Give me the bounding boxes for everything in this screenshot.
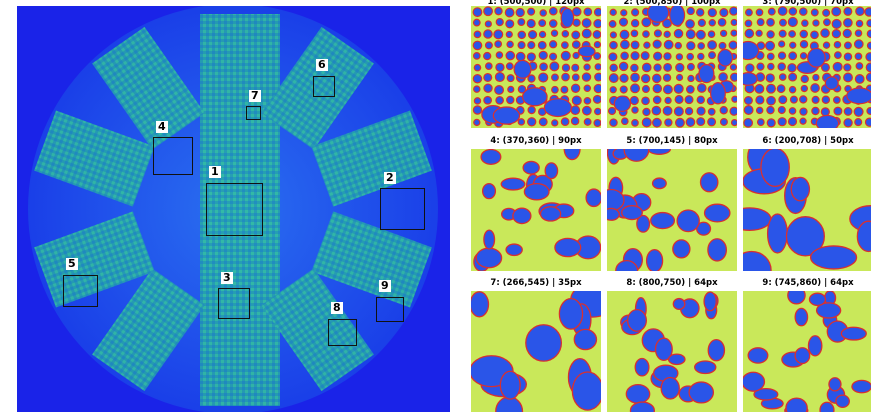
zoom-panel-4: 4: (370,360) | 90px [471,0,601,412]
zoom-panel-image [471,291,601,412]
region-label-7: 7 [249,89,261,102]
zoom-panel-9: 9: (745,860) | 64px [743,0,871,412]
region-label-3: 3 [221,271,233,284]
overview-disc-graphic [17,6,450,412]
region-label-9: 9 [379,279,391,292]
region-label-5: 5 [66,257,78,270]
zoom-panel-image [743,291,871,412]
region-box-4 [153,137,193,175]
zoom-panel-2: 2: (500,850) | 100px [607,0,737,412]
zoom-panel-3: 3: (790,500) | 70px [743,0,871,412]
zoom-panel-1: 1: (500,500) | 120px [471,0,601,412]
zoom-panel-image [607,149,737,271]
zoom-panel-image [743,6,871,128]
region-box-7 [246,106,261,120]
zoom-panel-title: 8: (800,750) | 64px [626,278,718,288]
region-box-2 [380,188,425,230]
region-label-4: 4 [156,120,168,133]
radial-segment [311,110,432,207]
radial-segment [34,211,155,308]
region-label-1: 1 [209,165,221,178]
region-box-6 [313,76,335,97]
region-box-9 [376,297,404,322]
zoom-panel-image [743,149,871,271]
region-box-5 [63,275,98,307]
region-box-8 [328,319,357,346]
zoom-panel-6: 6: (200,708) | 50px [743,0,871,412]
zoom-panel-title: 3: (790,500) | 70px [762,0,854,7]
radial-segment [261,26,374,150]
region-box-1 [206,183,263,236]
radial-segment [261,268,374,392]
zoom-panel-title: 9: (745,860) | 64px [762,278,854,288]
zoom-panel-8: 8: (800,750) | 64px [607,0,737,412]
zoom-panel-image [607,291,737,412]
radial-segment [92,268,205,392]
region-label-6: 6 [316,58,328,71]
zoom-panel-title: 4: (370,360) | 90px [490,136,582,146]
zoom-panel-title: 5: (700,145) | 80px [626,136,718,146]
radial-segment [92,26,205,150]
zoom-panel-title: 7: (266,545) | 35px [490,278,582,288]
zoom-panel-image [607,6,737,128]
zoom-panel-7: 7: (266,545) | 35px [471,0,601,412]
region-box-3 [218,288,250,319]
central-strip [200,14,280,406]
zoom-panel-image [471,6,601,128]
zoom-panel-title: 6: (200,708) | 50px [762,136,854,146]
region-label-2: 2 [384,171,396,184]
zoom-panel-image [471,149,601,271]
zoom-panel-title: 1: (500,500) | 120px [487,0,585,7]
region-label-8: 8 [331,301,343,314]
overview-image [17,6,450,412]
radial-segment [34,110,155,207]
radial-segment [311,211,432,308]
zoom-panel-5: 5: (700,145) | 80px [607,0,737,412]
zoom-panel-title: 2: (500,850) | 100px [623,0,721,7]
